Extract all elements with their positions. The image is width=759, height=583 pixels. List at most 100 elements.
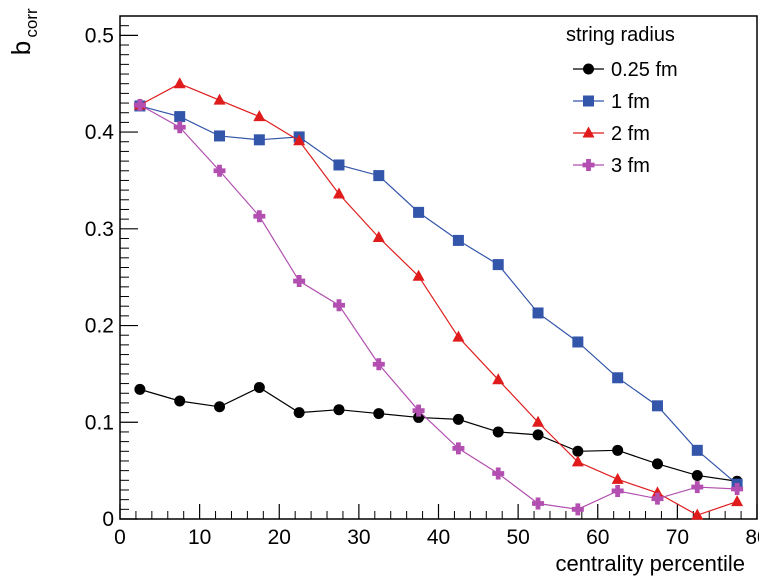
data-point xyxy=(293,275,306,288)
data-point xyxy=(492,426,504,438)
y-axis-label: b corr xyxy=(6,8,41,55)
series-line xyxy=(139,386,738,482)
data-point xyxy=(492,373,505,385)
legend-marker xyxy=(583,95,594,107)
data-point xyxy=(452,442,465,455)
legend-marker xyxy=(583,63,594,75)
y-axis-label-main: b xyxy=(6,41,36,55)
series-line xyxy=(139,105,738,485)
x-tick-label: 40 xyxy=(427,526,450,549)
data-point xyxy=(373,170,385,182)
data-point xyxy=(332,187,345,199)
data-point xyxy=(173,121,186,134)
y-tick-label: 0.1 xyxy=(85,411,114,434)
legend-entry-0: 0.25 fm xyxy=(573,59,678,81)
series-0 xyxy=(134,381,743,487)
data-point xyxy=(332,299,345,312)
data-point xyxy=(214,130,226,142)
axes: 0 10 20 30 40 50 60 70 80 0 0.1 0.2 0.3 0.4 0.5 xyxy=(85,24,759,549)
legend-marker xyxy=(582,159,595,171)
data-point xyxy=(293,407,305,419)
x-axis-label: centrality percentile xyxy=(555,551,745,576)
data-point xyxy=(452,330,465,342)
data-point xyxy=(651,486,664,498)
legend-entry-3: 3 fm xyxy=(573,155,650,177)
y-tick-label: 0.5 xyxy=(85,24,114,47)
data-point xyxy=(213,164,226,177)
data-point xyxy=(611,472,624,484)
data-point xyxy=(412,404,425,417)
data-point xyxy=(413,411,425,423)
legend: string radius 0.25 fm 1 fm 2 fm 3 fm xyxy=(566,24,678,177)
data-point xyxy=(253,210,266,223)
data-point xyxy=(572,336,584,348)
data-point xyxy=(452,413,464,425)
data-point xyxy=(651,400,663,412)
series-1 xyxy=(134,100,743,490)
y-tick-label: 0.4 xyxy=(85,121,115,144)
series-line xyxy=(139,104,738,510)
legend-label: 1 fm xyxy=(611,91,650,113)
series-layer xyxy=(133,77,744,520)
series-line xyxy=(139,83,738,516)
plot-area xyxy=(119,15,758,520)
data-point xyxy=(452,234,464,246)
x-tick-label: 30 xyxy=(347,526,370,549)
data-point xyxy=(412,269,425,281)
x-tick-label: 20 xyxy=(268,526,291,549)
series-2 xyxy=(133,77,744,520)
data-point xyxy=(691,469,703,481)
series-3 xyxy=(133,98,744,516)
y-tick-label: 0.3 xyxy=(85,218,114,241)
x-tick-label: 70 xyxy=(666,526,689,549)
data-point xyxy=(572,445,584,457)
legend-entry-1: 1 fm xyxy=(573,91,650,113)
data-point xyxy=(612,372,624,384)
data-point xyxy=(492,259,504,271)
legend-entry-2: 2 fm xyxy=(573,123,650,145)
data-point xyxy=(492,467,505,480)
data-point xyxy=(571,503,584,516)
data-point xyxy=(253,381,265,393)
data-point xyxy=(333,404,345,416)
data-point xyxy=(253,110,266,122)
data-point xyxy=(253,134,265,146)
data-point xyxy=(213,93,226,105)
data-point xyxy=(293,134,306,146)
legend-label: 0.25 fm xyxy=(611,59,678,81)
legend-title: string radius xyxy=(566,24,675,46)
data-point xyxy=(532,429,544,441)
data-point xyxy=(173,77,186,89)
data-point xyxy=(372,231,385,243)
legend-label: 2 fm xyxy=(611,123,650,145)
data-point xyxy=(691,481,704,494)
data-point xyxy=(373,408,385,420)
data-point xyxy=(133,98,146,111)
x-tick-label: 50 xyxy=(506,526,529,549)
data-point xyxy=(413,206,425,218)
data-point xyxy=(174,111,186,123)
data-point xyxy=(333,159,345,171)
y-tick-label: 0 xyxy=(102,508,114,531)
data-point xyxy=(532,497,545,510)
data-point xyxy=(532,415,545,427)
x-tick-label: 10 xyxy=(188,526,211,549)
data-point xyxy=(174,395,186,407)
data-point xyxy=(651,492,664,505)
y-tick-label: 0.2 xyxy=(85,315,114,338)
x-tick-label: 0 xyxy=(114,526,126,549)
legend-label: 3 fm xyxy=(611,155,650,177)
data-point xyxy=(651,458,663,470)
x-tick-label: 60 xyxy=(586,526,609,549)
data-point xyxy=(532,307,544,319)
data-point xyxy=(214,401,226,413)
data-point xyxy=(571,455,584,467)
data-point xyxy=(611,484,624,497)
legend-marker xyxy=(582,126,595,138)
data-point xyxy=(134,383,146,395)
data-point xyxy=(691,444,703,456)
data-point xyxy=(731,495,744,507)
data-point xyxy=(372,358,385,371)
x-tick-label: 80 xyxy=(745,526,759,549)
